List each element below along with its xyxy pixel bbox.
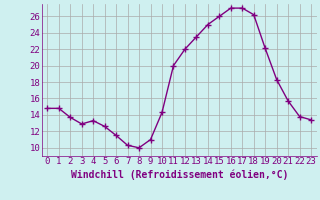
X-axis label: Windchill (Refroidissement éolien,°C): Windchill (Refroidissement éolien,°C) (70, 169, 288, 180)
